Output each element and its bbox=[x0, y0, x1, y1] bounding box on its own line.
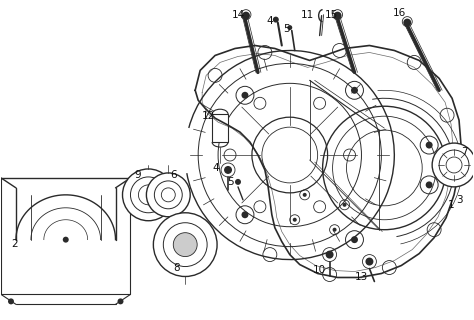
Text: 3: 3 bbox=[456, 195, 462, 205]
Text: 10: 10 bbox=[313, 265, 326, 275]
Circle shape bbox=[8, 298, 14, 304]
Text: 7: 7 bbox=[461, 147, 467, 157]
Text: 1: 1 bbox=[448, 200, 455, 210]
Circle shape bbox=[293, 218, 297, 222]
Circle shape bbox=[343, 203, 346, 207]
Circle shape bbox=[432, 143, 474, 187]
Circle shape bbox=[403, 19, 411, 27]
Text: 4: 4 bbox=[266, 16, 273, 26]
Circle shape bbox=[224, 166, 232, 174]
Circle shape bbox=[351, 236, 358, 243]
Circle shape bbox=[146, 173, 190, 217]
Bar bbox=[212, 114, 228, 142]
Text: 11: 11 bbox=[301, 10, 314, 20]
Circle shape bbox=[334, 12, 342, 20]
Text: 5: 5 bbox=[227, 177, 233, 187]
Circle shape bbox=[287, 25, 292, 30]
Text: 12: 12 bbox=[201, 111, 215, 121]
Text: 5: 5 bbox=[283, 24, 290, 34]
Text: 15: 15 bbox=[325, 10, 338, 20]
Circle shape bbox=[173, 233, 197, 257]
Circle shape bbox=[122, 169, 174, 221]
Circle shape bbox=[118, 298, 124, 304]
Text: 13: 13 bbox=[355, 273, 368, 283]
Circle shape bbox=[63, 237, 69, 243]
Circle shape bbox=[426, 141, 433, 148]
Text: 8: 8 bbox=[173, 262, 180, 273]
Circle shape bbox=[273, 17, 279, 23]
Circle shape bbox=[426, 181, 433, 188]
Text: 16: 16 bbox=[392, 8, 406, 18]
Text: 9: 9 bbox=[134, 170, 141, 180]
Text: 6: 6 bbox=[170, 170, 177, 180]
Circle shape bbox=[241, 92, 248, 99]
Circle shape bbox=[235, 179, 241, 185]
Circle shape bbox=[326, 251, 334, 259]
Text: 14: 14 bbox=[231, 10, 245, 20]
Circle shape bbox=[365, 258, 374, 266]
Text: 4: 4 bbox=[213, 163, 219, 173]
Circle shape bbox=[154, 213, 217, 276]
Circle shape bbox=[241, 211, 248, 218]
Circle shape bbox=[351, 87, 358, 94]
Circle shape bbox=[303, 193, 307, 197]
Text: 2: 2 bbox=[12, 239, 18, 249]
Circle shape bbox=[242, 12, 250, 20]
Circle shape bbox=[333, 228, 337, 232]
